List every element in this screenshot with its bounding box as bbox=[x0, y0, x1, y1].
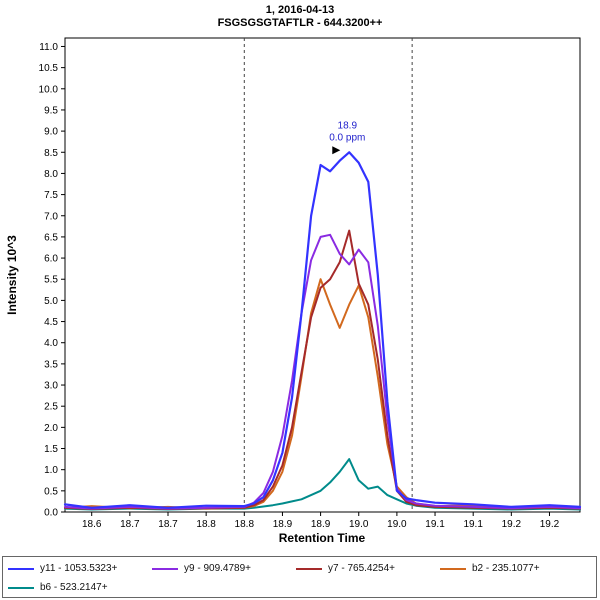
x-tick-label: 19.1 bbox=[463, 519, 483, 530]
y-tick-label: 1.5 bbox=[44, 444, 58, 455]
trace-y9 bbox=[64, 233, 581, 510]
y-tick-label: 10.0 bbox=[39, 84, 59, 95]
y-tick-label: 10.5 bbox=[39, 63, 59, 74]
legend-label-y7: y7 - 765.4254+ bbox=[328, 563, 395, 574]
x-axis-title: Retention Time bbox=[279, 531, 366, 545]
x-tick-label: 18.8 bbox=[196, 519, 216, 530]
chromatogram-chart: 1, 2016-04-13 FSGSGSGTAFTLR - 644.3200++… bbox=[5, 4, 582, 545]
y11-series-swatch bbox=[8, 567, 34, 570]
x-tick-label: 18.8 bbox=[235, 519, 255, 530]
x-tick-label: 18.6 bbox=[82, 519, 102, 530]
y-tick-label: 2.0 bbox=[44, 423, 58, 434]
x-tick-label: 18.9 bbox=[273, 519, 293, 530]
legend-item-b2: b2 - 235.1077+ bbox=[438, 563, 582, 574]
y-tick-label: 5.5 bbox=[44, 275, 58, 286]
y-axis-title: Intensity 10^3 bbox=[5, 235, 19, 315]
x-tick-label: 18.7 bbox=[120, 519, 140, 530]
y-tick-label: 8.0 bbox=[44, 169, 58, 180]
y-tick-label: 0.5 bbox=[44, 486, 58, 497]
trace-y11 bbox=[63, 151, 582, 509]
y-tick-label: 5.0 bbox=[44, 296, 58, 307]
y-tick-label: 4.5 bbox=[44, 317, 58, 328]
y-tick-label: 9.0 bbox=[44, 127, 58, 138]
y-tick-label: 8.5 bbox=[44, 148, 58, 159]
plot-content: 18.6 18.7 18.7 18.8 18.8 18.9 18.9 19.0 19.0 19.1… bbox=[39, 38, 582, 530]
y9-series-swatch bbox=[152, 567, 178, 570]
x-tick-label: 19.0 bbox=[349, 519, 369, 530]
peak-rt-annotation: 18.9 bbox=[338, 120, 358, 131]
y-tick-label: 11.0 bbox=[39, 42, 58, 53]
x-tick-label: 19.1 bbox=[425, 519, 445, 530]
y-tick-label: 0.0 bbox=[44, 508, 58, 519]
y-tick-label: 4.0 bbox=[44, 338, 58, 349]
legend-row-1: y11 - 1053.5323+ y9 - 909.4789+ y7 - 765… bbox=[6, 559, 593, 578]
y-tick-label: 1.0 bbox=[44, 465, 58, 476]
peak-apex-marker-icon bbox=[332, 146, 341, 155]
chart-title-peptide: FSGSGSGTAFTLR - 644.3200++ bbox=[218, 17, 383, 29]
y-tick-label: 3.0 bbox=[44, 381, 58, 392]
y-tick-label: 6.5 bbox=[44, 232, 58, 243]
b6-series-swatch bbox=[8, 586, 34, 589]
y-tick-label: 7.5 bbox=[44, 190, 58, 201]
legend-item-b6: b6 - 523.2147+ bbox=[6, 582, 150, 593]
x-tick-label: 19.2 bbox=[502, 519, 522, 530]
x-tick-label: 19.0 bbox=[387, 519, 407, 530]
legend-label-b6: b6 - 523.2147+ bbox=[40, 582, 108, 593]
legend-item-y7: y7 - 765.4254+ bbox=[294, 563, 438, 574]
y7-series-swatch bbox=[296, 567, 322, 570]
legend-label-b2: b2 - 235.1077+ bbox=[472, 563, 540, 574]
chart-title-replicate: 1, 2016-04-13 bbox=[266, 4, 335, 16]
legend-label-y11: y11 - 1053.5323+ bbox=[40, 563, 118, 574]
y-tick-label: 3.5 bbox=[44, 359, 58, 370]
x-tick-label: 18.7 bbox=[158, 519, 178, 530]
legend: y11 - 1053.5323+ y9 - 909.4789+ y7 - 765… bbox=[2, 556, 597, 598]
plot-area[interactable] bbox=[64, 37, 581, 513]
legend-label-y9: y9 - 909.4789+ bbox=[184, 563, 251, 574]
y-tick-label: 2.5 bbox=[44, 402, 58, 413]
y-tick-label: 6.0 bbox=[44, 254, 58, 265]
legend-item-y11: y11 - 1053.5323+ bbox=[6, 563, 150, 574]
legend-item-y9: y9 - 909.4789+ bbox=[150, 563, 294, 574]
x-tick-label: 19.2 bbox=[540, 519, 560, 530]
x-tick-label: 18.9 bbox=[311, 519, 331, 530]
y-tick-label: 7.0 bbox=[44, 211, 58, 222]
b2-series-swatch bbox=[440, 567, 466, 570]
legend-row-2: b6 - 523.2147+ bbox=[6, 578, 593, 597]
y-tick-label: 9.5 bbox=[44, 105, 58, 116]
peak-ppm-annotation: 0.0 ppm bbox=[329, 132, 365, 143]
